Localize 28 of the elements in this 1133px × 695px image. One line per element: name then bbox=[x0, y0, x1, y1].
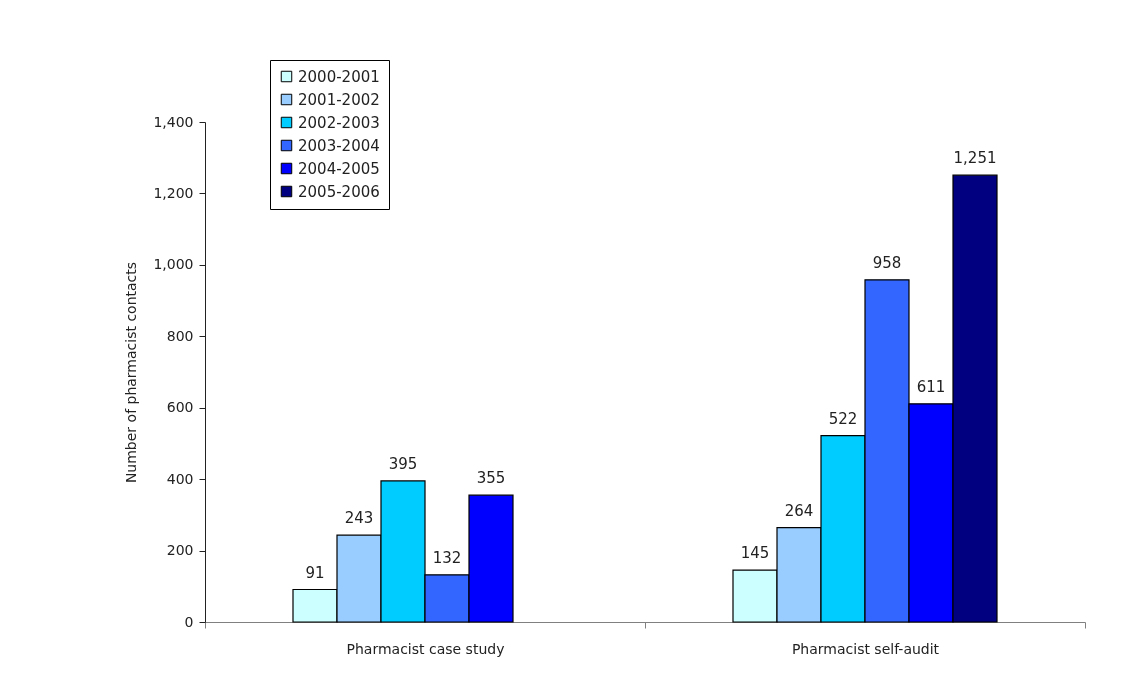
legend-label: 2002-2003 bbox=[298, 113, 380, 132]
data-label: 264 bbox=[784, 501, 814, 520]
data-label: 355 bbox=[476, 469, 506, 488]
y-tick-label: 1,400 bbox=[153, 113, 194, 130]
legend-label: 2000-2001 bbox=[298, 67, 380, 86]
x-tick-label: Pharmacist case study bbox=[346, 640, 505, 657]
x-tick-label: Pharmacist self-audit bbox=[791, 640, 940, 657]
data-label: 958 bbox=[872, 253, 902, 272]
data-label: 243 bbox=[344, 509, 374, 528]
y-tick-label: 0 bbox=[184, 613, 194, 630]
data-label: 395 bbox=[388, 454, 418, 473]
y-tick-label: 200 bbox=[166, 542, 194, 559]
legend-label: 2003-2004 bbox=[298, 136, 380, 155]
y-axis-title: Number of pharmacist contacts bbox=[123, 261, 140, 484]
y-tick-label: 1,200 bbox=[153, 184, 194, 201]
data-label: 611 bbox=[916, 377, 946, 396]
y-tick-label: 800 bbox=[166, 327, 194, 344]
y-tick-label: 1,000 bbox=[153, 256, 194, 273]
legend-label: 2005-2006 bbox=[298, 182, 380, 201]
data-label: 132 bbox=[432, 548, 462, 567]
legend-label: 2001-2002 bbox=[298, 90, 380, 109]
data-label: 1,251 bbox=[953, 149, 997, 168]
legend-label: 2004-2005 bbox=[298, 159, 380, 178]
data-label: 522 bbox=[828, 409, 858, 428]
data-label: 145 bbox=[740, 544, 770, 563]
y-tick-label: 600 bbox=[166, 399, 194, 416]
y-tick-label: 400 bbox=[166, 470, 194, 487]
data-label: 91 bbox=[305, 563, 325, 582]
